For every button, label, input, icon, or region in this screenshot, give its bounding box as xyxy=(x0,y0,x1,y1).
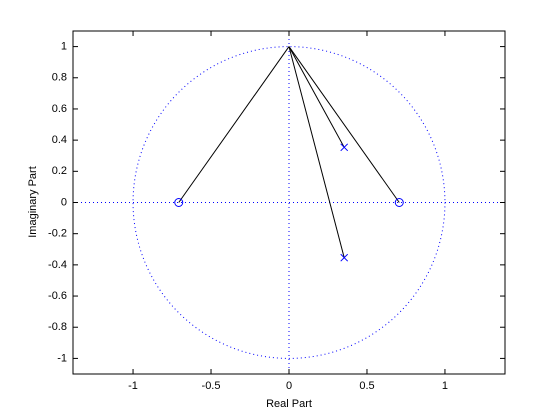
x-tick-label: 0.5 xyxy=(359,380,374,392)
y-tick-label: 0 xyxy=(61,196,67,208)
vector-line xyxy=(288,46,345,258)
x-axis-label: Real Part xyxy=(266,398,312,410)
x-tick-label: 0 xyxy=(286,380,292,392)
unit-circle xyxy=(132,46,446,359)
y-tick-label: 1 xyxy=(61,40,67,52)
x-tick-label: -1 xyxy=(128,380,138,392)
x-tick-label: -0.5 xyxy=(202,380,221,392)
x-tick-label: 1 xyxy=(442,380,448,392)
zero-marker xyxy=(174,198,184,207)
y-tick-label: -1 xyxy=(57,352,67,364)
y-tick-label: -0.6 xyxy=(48,290,67,302)
y-tick-label: 0.8 xyxy=(52,72,67,84)
y-tick-label: 0.4 xyxy=(52,134,67,146)
y-tick-label: 0.6 xyxy=(52,103,67,115)
y-tick-label: -0.8 xyxy=(48,321,67,333)
zero-marker xyxy=(394,198,404,207)
pole-marker xyxy=(340,253,349,262)
y-tick-label: 0.2 xyxy=(52,165,67,177)
vector-line xyxy=(178,46,290,203)
y-axis-label: Imaginary Part xyxy=(27,166,39,238)
pole-marker xyxy=(340,143,349,152)
y-tick-label: -0.2 xyxy=(48,228,67,240)
y-tick-label: -0.4 xyxy=(48,259,67,271)
vector-line xyxy=(288,46,345,148)
vector-line xyxy=(288,46,400,203)
